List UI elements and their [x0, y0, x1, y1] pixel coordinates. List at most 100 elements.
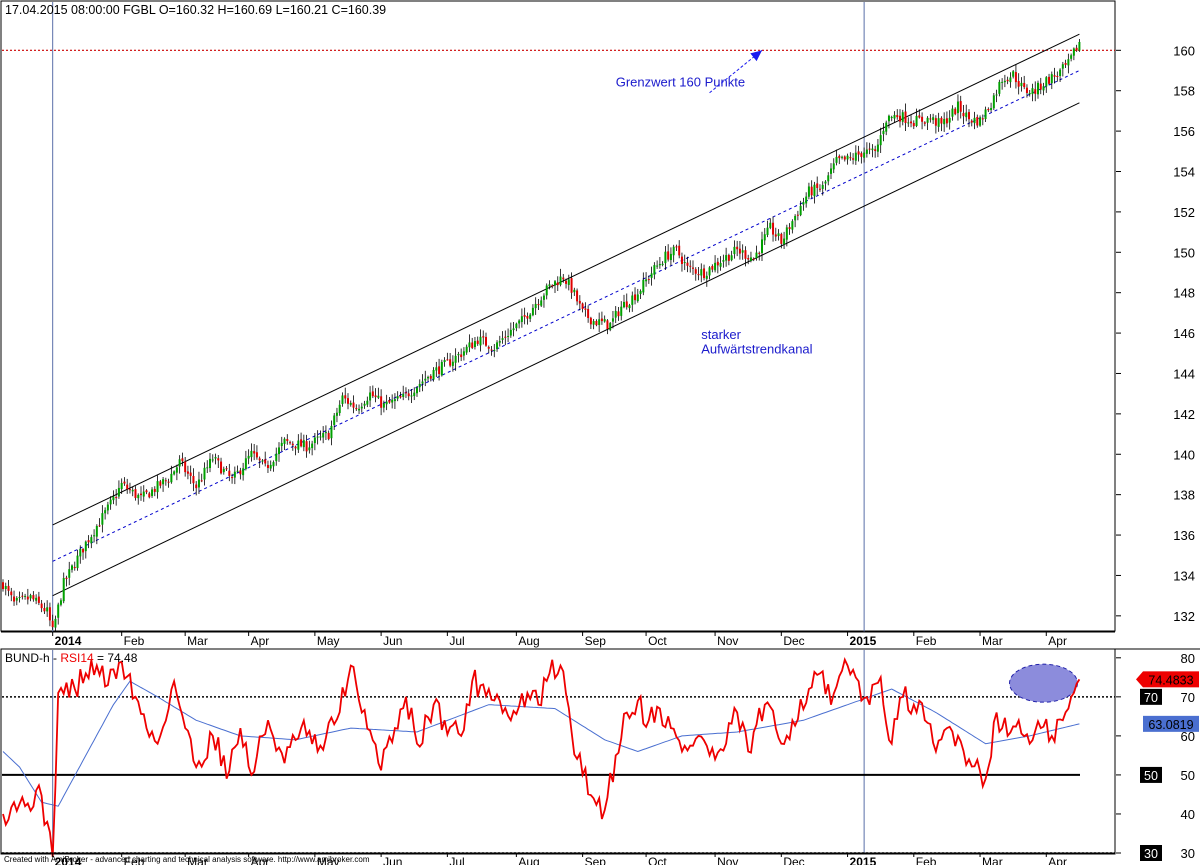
candle-body — [578, 300, 581, 304]
price-x-tick-label: Sep — [585, 634, 607, 648]
candle-body — [272, 462, 275, 467]
candle-body — [15, 598, 18, 601]
candle-body — [589, 317, 592, 325]
candle-body — [926, 117, 929, 123]
candle-body — [253, 451, 256, 454]
candle-body — [962, 112, 965, 117]
candle-body — [195, 484, 198, 489]
candle-body — [222, 468, 225, 473]
candle-body — [126, 484, 129, 490]
candle-body — [261, 460, 264, 462]
candle-body — [981, 118, 984, 120]
candle-body — [951, 108, 954, 117]
price-x-tick-label: Apr — [251, 634, 270, 648]
candle-body — [816, 183, 819, 188]
candle-body — [496, 342, 499, 349]
candle-body — [634, 294, 637, 301]
rsi-tick-label: 50 — [1181, 768, 1195, 783]
candle-body — [683, 262, 686, 264]
candle-body — [714, 262, 717, 271]
candle-body — [134, 489, 137, 498]
candle-body — [369, 392, 372, 401]
candle-body — [965, 112, 968, 118]
candle-body — [311, 443, 314, 449]
candle-body — [283, 438, 286, 444]
candle-body — [43, 608, 46, 612]
candle-body — [932, 117, 935, 121]
candle-body — [1059, 69, 1062, 76]
candle-body — [667, 251, 670, 260]
price-tick-label: 152 — [1173, 205, 1195, 220]
candle-body — [1025, 87, 1028, 93]
candle-body — [733, 246, 736, 255]
candle-body — [1003, 80, 1006, 83]
rsi-x-tick-label: 2015 — [850, 855, 877, 865]
candle-body — [769, 222, 772, 228]
candle-body — [774, 234, 777, 237]
candle-body — [824, 181, 827, 184]
price-grid — [2, 2, 1115, 632]
rsi-title-prefix: BUND-h - — [5, 651, 60, 665]
candle-body — [93, 535, 96, 537]
candle-body — [879, 135, 882, 146]
candle-body — [956, 101, 959, 114]
candle-body — [327, 432, 330, 440]
value-label-rsi: 74.4833 — [1148, 673, 1193, 687]
candle-body — [98, 525, 101, 527]
candle-body — [186, 471, 189, 474]
value-label-box-level — [1140, 688, 1162, 705]
candle-body — [465, 346, 468, 353]
candle-body — [821, 184, 824, 189]
candle-body — [87, 540, 90, 543]
candle-body — [59, 600, 62, 605]
candle-body — [992, 95, 995, 109]
annotation-0: Grenzwert 160 Punkte — [616, 75, 745, 90]
candle-body — [849, 157, 852, 159]
price-panel-frame — [0, 0, 1116, 632]
candle-body — [71, 565, 73, 570]
value-label-box-ma — [1143, 715, 1199, 732]
rsi-tick-label: 40 — [1181, 807, 1195, 822]
candle-body — [716, 261, 719, 266]
rsi-value-pointer — [1136, 671, 1143, 688]
candle-body — [449, 359, 452, 366]
candle-body — [280, 442, 283, 447]
candle-body — [752, 258, 755, 260]
candle-body — [788, 227, 791, 230]
rsi-panel-frame — [0, 648, 1116, 855]
candle-body — [393, 399, 396, 402]
price-x-tick-label: Feb — [124, 634, 145, 648]
candle-body — [217, 458, 220, 461]
candle-body — [863, 152, 866, 158]
candle-body — [231, 477, 234, 479]
channel-mid-line — [52, 70, 1080, 562]
candle-body — [76, 555, 79, 569]
candle-body — [54, 618, 57, 628]
candle-body — [526, 316, 529, 319]
candle-body — [763, 234, 766, 241]
price-x-tick-label: Mar — [187, 634, 208, 648]
candle-body — [167, 481, 170, 483]
candle-body — [653, 265, 656, 275]
candle-body — [13, 596, 16, 602]
rsi-title-series: RSI14 — [60, 651, 94, 665]
candle-body — [990, 108, 993, 111]
candle-body — [1006, 79, 1009, 82]
candle-body — [142, 491, 145, 497]
candle-body — [173, 471, 176, 475]
candle-body — [164, 480, 167, 482]
candle-body — [203, 467, 206, 480]
candle-body — [614, 310, 617, 318]
candle-body — [1056, 75, 1059, 77]
candle-body — [537, 304, 540, 306]
candle-body — [51, 620, 54, 628]
rsi-x-tick-label: Feb — [916, 855, 937, 865]
candle-body — [777, 233, 780, 237]
candle-body — [611, 318, 614, 322]
candle-body — [551, 285, 554, 287]
candle-body — [460, 354, 463, 358]
candle-body — [852, 158, 855, 160]
candle-body — [813, 184, 816, 197]
candle-body — [761, 239, 763, 254]
candle-body — [291, 443, 294, 446]
